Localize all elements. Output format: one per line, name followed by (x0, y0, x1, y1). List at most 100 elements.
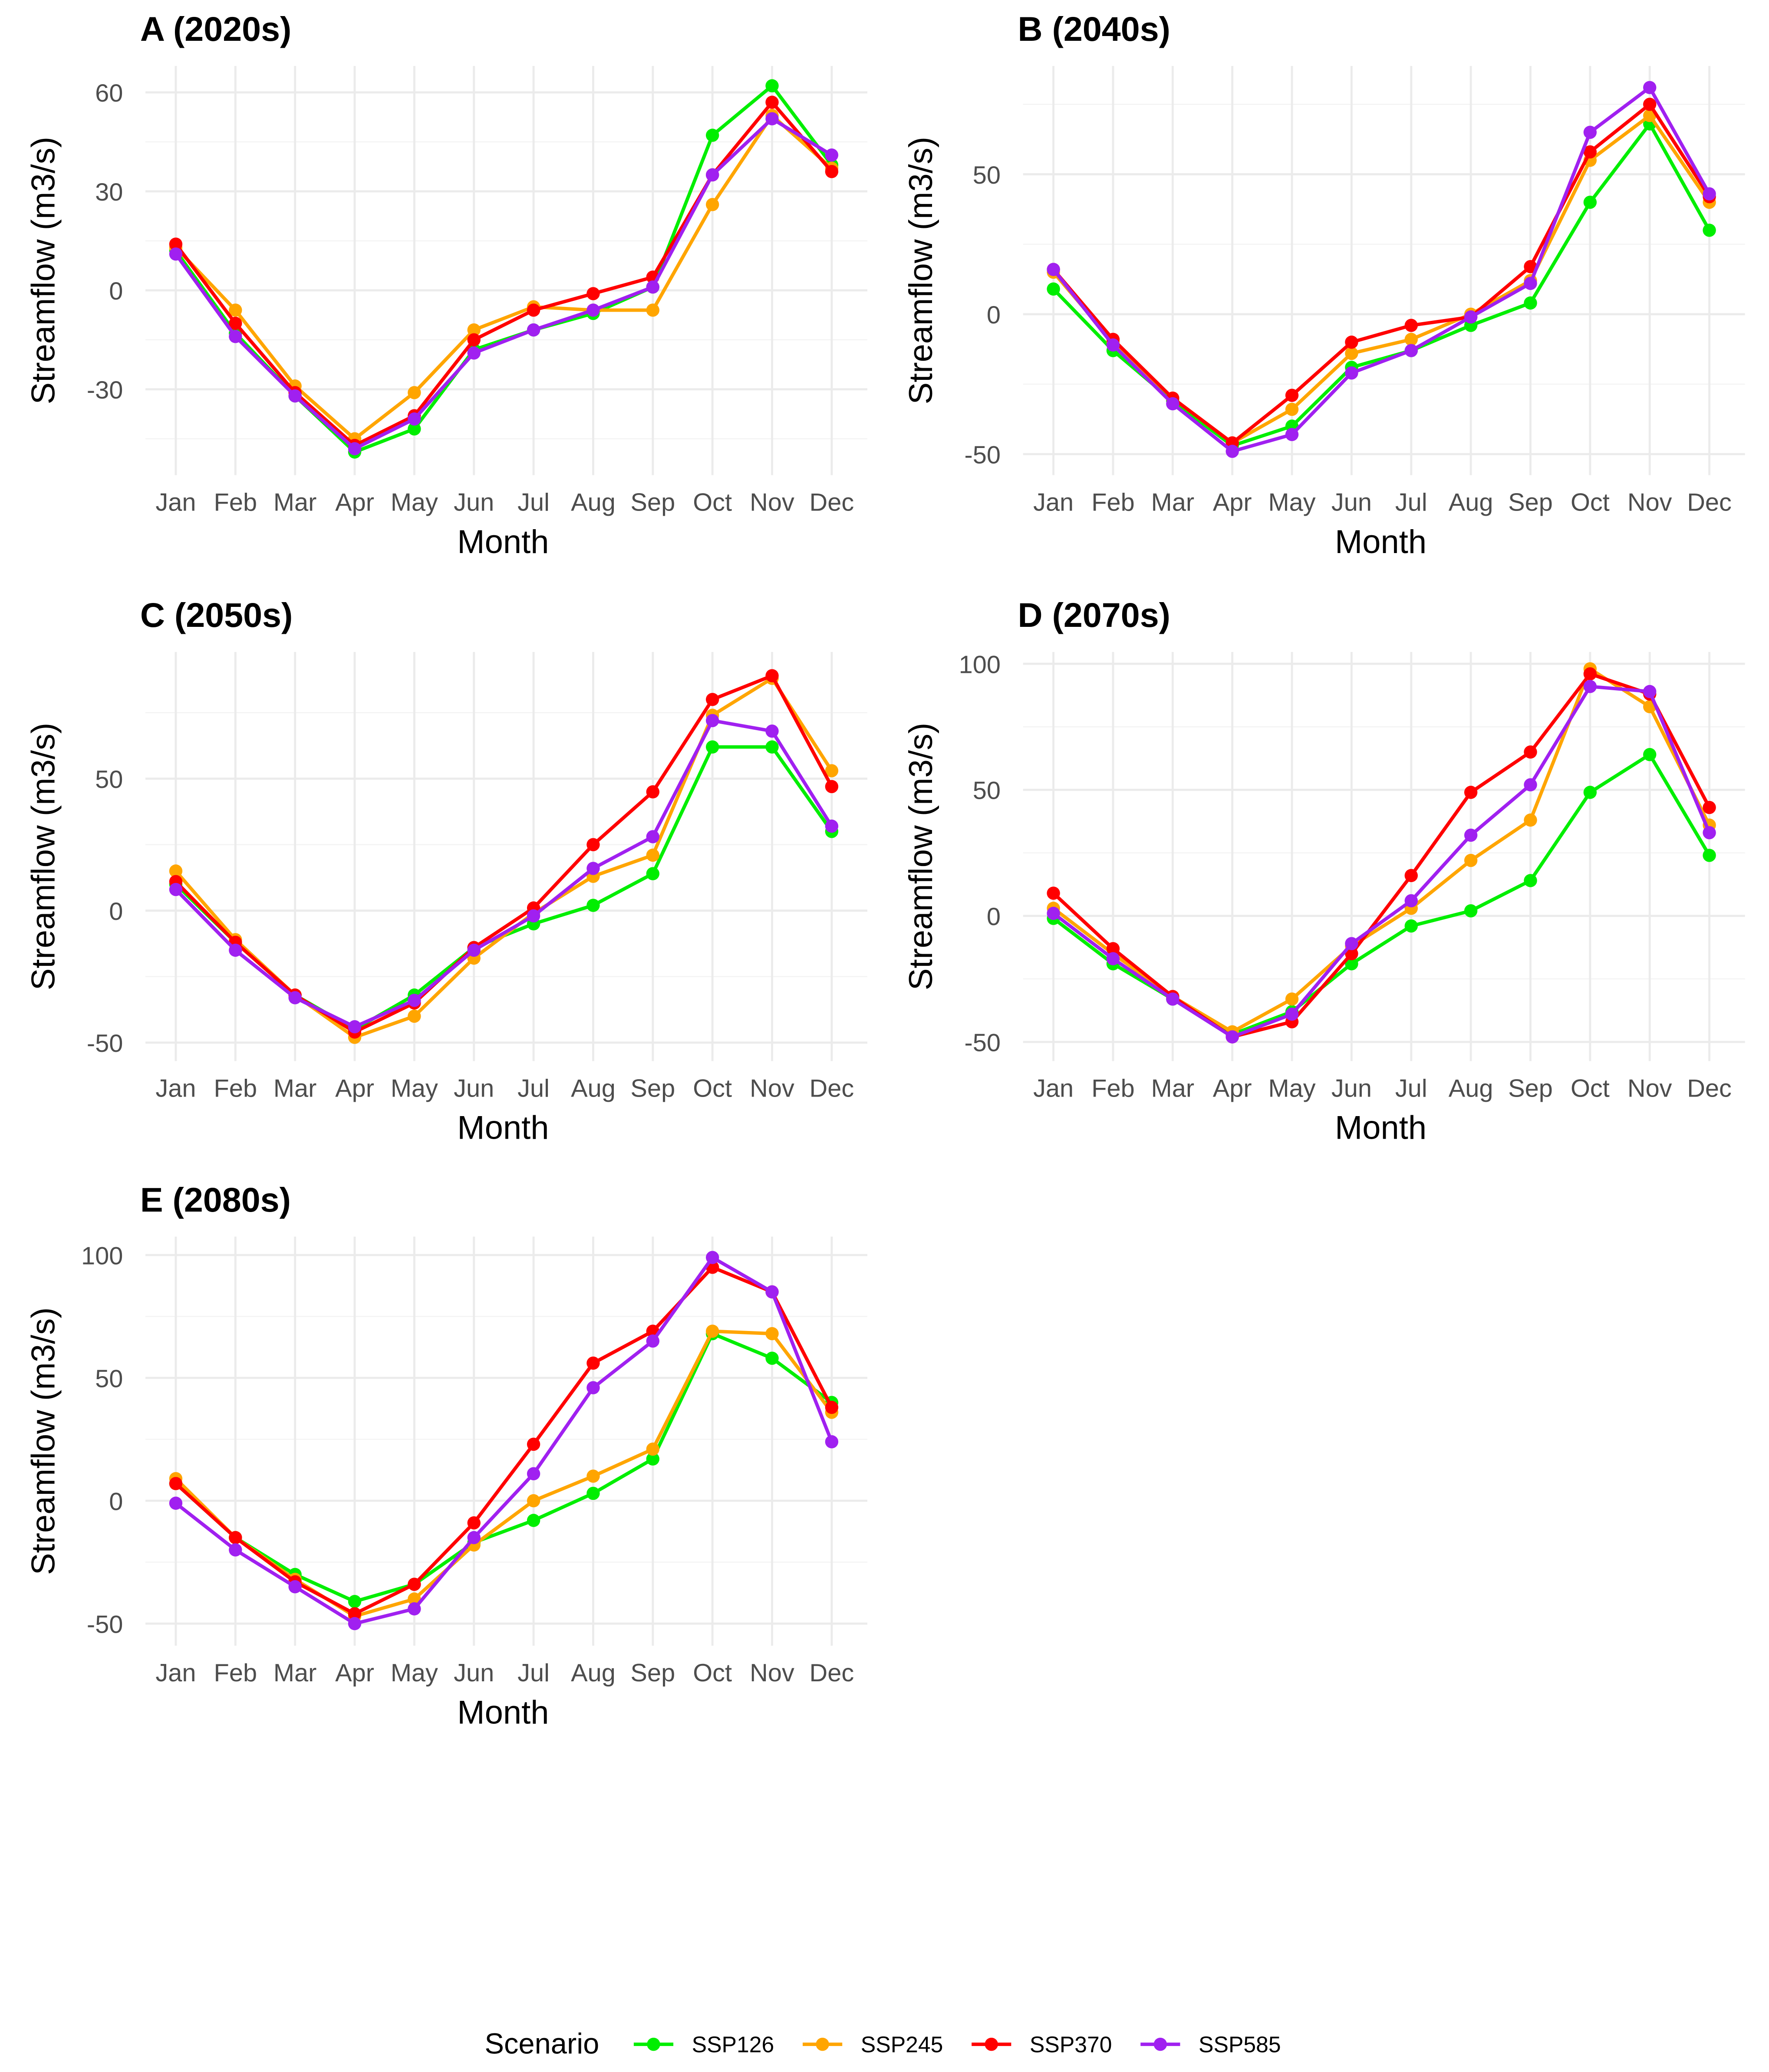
y-tick-label: 50 (95, 1365, 123, 1393)
data-point-ssp245 (825, 764, 839, 777)
data-point-ssp585 (169, 1496, 183, 1510)
x-axis-label: Month (1335, 524, 1426, 560)
y-tick-label: 60 (95, 79, 123, 107)
x-axis-label: Month (457, 1110, 549, 1146)
x-axis-label: Month (457, 1694, 549, 1731)
data-point-ssp126 (1643, 748, 1657, 761)
data-point-ssp245 (705, 198, 719, 211)
panel-title: A (2020s) (140, 10, 292, 48)
data-point-ssp585 (467, 346, 481, 360)
data-point-ssp370 (169, 1477, 183, 1490)
data-point-ssp126 (705, 740, 719, 754)
legend-item-ssp585: SSP585 (1140, 2032, 1281, 2057)
data-point-ssp585 (1583, 125, 1597, 139)
data-point-ssp126 (646, 1452, 660, 1466)
series-line-ssp370 (175, 673, 833, 1034)
data-point-ssp245 (646, 303, 660, 317)
x-tick-label: Jun (1331, 489, 1372, 517)
data-point-ssp585 (1524, 778, 1537, 792)
x-tick-label: May (1268, 489, 1316, 517)
data-point-ssp370 (229, 1531, 242, 1545)
data-point-ssp126 (1524, 296, 1537, 310)
data-point-ssp126 (1464, 904, 1478, 918)
data-point-ssp126 (705, 128, 719, 142)
data-point-ssp585 (527, 1467, 540, 1481)
data-point-ssp370 (825, 1400, 839, 1414)
data-point-ssp370 (1524, 745, 1537, 759)
data-point-ssp370 (348, 1607, 362, 1621)
x-tick-label: Jan (1033, 489, 1074, 517)
x-tick-label: Nov (1627, 1074, 1672, 1102)
data-point-ssp245 (1345, 346, 1358, 360)
y-tick-label: 100 (959, 651, 1001, 679)
panel-title: E (2080s) (140, 1180, 291, 1219)
series-line-ssp585 (175, 718, 833, 1029)
x-tick-label: Oct (1571, 1074, 1610, 1102)
series-line-ssp585 (175, 1255, 833, 1626)
x-tick-label: Apr (335, 489, 374, 517)
data-point-ssp370 (467, 333, 481, 347)
data-point-ssp585 (1643, 81, 1657, 94)
legend-label: SSP585 (1199, 2032, 1281, 2057)
x-tick-label: Feb (1091, 489, 1135, 517)
x-tick-label: Jul (1395, 489, 1427, 517)
data-point-ssp585 (408, 412, 421, 426)
data-point-ssp370 (705, 693, 719, 706)
data-point-ssp126 (527, 1514, 540, 1527)
data-point-ssp585 (1047, 906, 1060, 920)
x-tick-label: Dec (810, 1074, 854, 1102)
data-point-ssp370 (1404, 319, 1418, 332)
y-axis-label: Streamflow (m3/s) (25, 137, 62, 405)
x-tick-label: Aug (571, 1074, 616, 1102)
series-line-ssp245 (1052, 666, 1711, 1034)
data-point-ssp585 (1225, 445, 1239, 458)
data-point-ssp370 (467, 1516, 481, 1530)
data-point-ssp585 (229, 330, 242, 343)
y-tick-label: 0 (109, 1488, 123, 1515)
data-point-ssp370 (586, 1356, 600, 1370)
data-point-ssp245 (586, 1469, 600, 1483)
y-axis-label: Streamflow (m3/s) (903, 723, 939, 991)
data-point-ssp245 (408, 386, 421, 399)
y-tick-label: 30 (95, 178, 123, 206)
panel-e: -50 0 50 100 Jan Feb Mar Apr May Jun Jul Aug Sep Oct N… (25, 1180, 867, 1731)
x-axis-label: Month (457, 524, 549, 560)
legend-dot-icon (647, 2037, 660, 2051)
data-point-ssp245 (646, 1443, 660, 1456)
x-tick-label: Sep (630, 1074, 675, 1102)
data-point-ssp585 (527, 909, 540, 923)
data-point-ssp585 (348, 1617, 362, 1631)
series-line-ssp585 (1052, 85, 1711, 454)
data-point-ssp245 (1524, 813, 1537, 827)
y-axis-label: Streamflow (m3/s) (903, 137, 939, 405)
x-tick-label: Jul (517, 1074, 550, 1102)
y-tick-label: 50 (973, 161, 1001, 189)
y-tick-label: -50 (87, 1611, 123, 1638)
x-tick-label: Aug (571, 1659, 616, 1687)
data-point-ssp585 (1345, 366, 1358, 380)
y-tick-label: -50 (87, 1030, 123, 1057)
data-point-ssp245 (1464, 853, 1478, 867)
data-point-ssp370 (1583, 667, 1597, 681)
series-line-ssp585 (1052, 685, 1711, 1039)
y-tick-label: -50 (965, 441, 1001, 469)
x-tick-label: Oct (693, 1074, 732, 1102)
data-point-ssp585 (1464, 310, 1478, 324)
series-line-ssp245 (175, 113, 833, 441)
data-point-ssp585 (1047, 263, 1060, 276)
data-point-ssp245 (467, 323, 481, 337)
data-point-ssp585 (1225, 1030, 1239, 1044)
y-tick-label: -50 (965, 1029, 1001, 1057)
x-tick-label: Aug (1449, 1074, 1493, 1102)
data-point-ssp585 (288, 991, 302, 1005)
data-point-ssp585 (1404, 894, 1418, 908)
x-tick-label: Sep (1508, 489, 1553, 517)
data-point-ssp585 (825, 148, 839, 162)
data-point-ssp370 (229, 316, 242, 330)
data-point-ssp370 (1643, 98, 1657, 111)
series-line-ssp126 (175, 745, 833, 1031)
data-point-ssp370 (1583, 145, 1597, 159)
series-line-ssp585 (174, 116, 833, 451)
series-line-ssp370 (174, 99, 833, 448)
x-tick-label: Jul (517, 489, 550, 517)
